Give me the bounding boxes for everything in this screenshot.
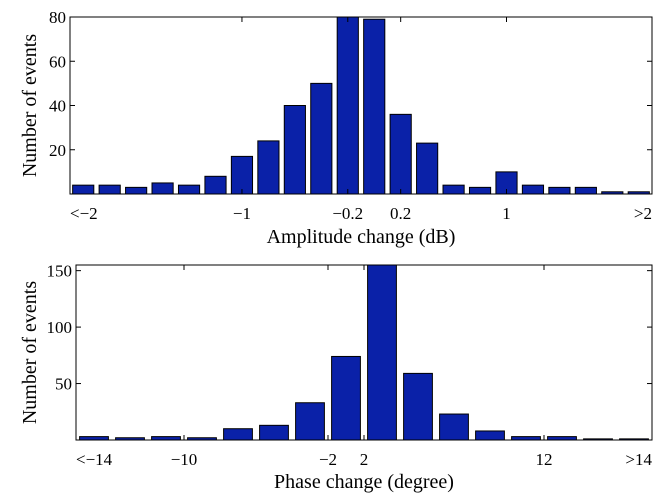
- bar-8: [283, 105, 306, 195]
- x-tick-label: −2: [319, 450, 337, 469]
- y-tick-label: 60: [49, 52, 66, 71]
- bar-0: [79, 436, 109, 441]
- y-tick-label: 40: [49, 97, 66, 116]
- x-tick-label: <−2: [70, 204, 98, 223]
- y-tick-label: 20: [49, 141, 66, 160]
- bar-18: [548, 186, 571, 195]
- y-tick-label: 100: [47, 318, 73, 337]
- y-axis-title: Number of events: [19, 34, 41, 178]
- bar-19: [574, 186, 597, 195]
- bar-5: [259, 424, 289, 441]
- y-axis-title: Number of events: [19, 281, 41, 425]
- bar-6: [230, 155, 254, 195]
- x-tick-label: −10: [171, 450, 198, 469]
- x-axis-title: Amplitude change (dB): [267, 226, 456, 248]
- bar-7: [331, 355, 361, 441]
- bar-11: [475, 430, 505, 441]
- bar-7: [257, 140, 280, 195]
- axes-frame: [75, 264, 653, 441]
- bar-9: [403, 372, 433, 441]
- x-tick-label: −1: [233, 204, 251, 223]
- bar-3: [151, 182, 174, 195]
- x-tick-label: 1: [502, 204, 511, 223]
- y-tick-label: 80: [49, 8, 66, 27]
- y-tick-label: 50: [55, 375, 72, 394]
- x-tick-label: >14: [625, 450, 652, 469]
- y-tick-label: 150: [47, 262, 73, 281]
- phase-histogram: 50 100 150 <−14 −10 −2 2 12 >14 Phase change (deg…: [19, 262, 653, 493]
- bar-14: [442, 184, 465, 195]
- x-tick-label: 2: [360, 450, 369, 469]
- bar-6: [295, 402, 325, 441]
- bar-12: [511, 436, 541, 441]
- bar-2: [125, 186, 148, 195]
- amplitude-histogram: 20 40 60 80 <−2 −1 −0.2 0.2 1 >2 Amplitude change …: [19, 8, 653, 248]
- bar-13: [416, 142, 439, 195]
- bar-17: [521, 184, 545, 195]
- bar-1: [98, 184, 121, 195]
- x-tick-label: −0.2: [332, 204, 363, 223]
- bar-10: [336, 16, 359, 195]
- bar-13: [547, 436, 577, 441]
- x-tick-label: >2: [634, 204, 652, 223]
- bar-12: [389, 113, 412, 195]
- axes-frame: [69, 16, 653, 195]
- bar-4: [177, 184, 201, 195]
- bar-10: [439, 413, 469, 441]
- bar-8: [367, 264, 397, 441]
- x-tick-label: <−14: [76, 450, 113, 469]
- x-tick-label: 12: [536, 450, 553, 469]
- bar-2: [151, 436, 181, 441]
- bar-0: [72, 184, 95, 195]
- x-axis-title: Phase change (degree): [274, 471, 454, 493]
- bar-9: [310, 82, 333, 195]
- bar-15: [468, 186, 492, 195]
- bar-11: [363, 18, 386, 195]
- bar-5: [204, 175, 227, 195]
- x-tick-label: 0.2: [390, 204, 411, 223]
- bar-4: [223, 428, 253, 441]
